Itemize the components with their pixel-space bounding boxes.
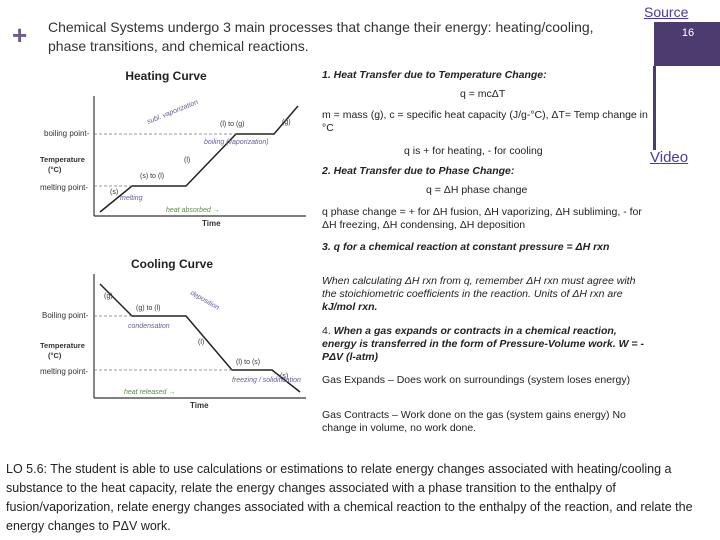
item1-title: 1. Heat Transfer due to Temperature Chan… (322, 69, 547, 81)
phase-label: (s) to (l) (140, 173, 164, 180)
slide-number-bar (654, 22, 720, 66)
phase-label: (l) (184, 157, 190, 164)
heating-curve-graph: Heating Curve boiling point- melting poi… (36, 66, 314, 234)
annotation-condensation: condensation (128, 323, 170, 330)
phase-label: (l) (198, 339, 204, 346)
annotation-deposition: deposition (189, 290, 220, 312)
phase-label: (l) to (g) (220, 121, 245, 128)
phase-label: (g) (104, 293, 113, 300)
cooling-curve-title: Cooling Curve (131, 257, 213, 271)
gas-contracts-text: Gas Contracts – Work done on the gas (sy… (322, 409, 626, 434)
svg-text:(°C): (°C) (48, 351, 62, 360)
item3-units: kJ/mol rxn. (322, 301, 378, 313)
accent-bar (653, 66, 656, 150)
item1-equation: q = mcΔT (460, 88, 506, 100)
annotation-heat-released: heat released → (124, 389, 175, 396)
heating-melting-label: melting point- (40, 183, 88, 192)
cooling-melting-label: melting point- (40, 367, 88, 376)
heating-ylabel: Temperature (40, 155, 85, 164)
annotation-heat-absorbed: heat absorbed → (166, 207, 220, 214)
slide-title: Chemical Systems undergo 3 main processe… (48, 19, 594, 54)
slide-number: 16 (681, 27, 695, 39)
cooling-boiling-label: Boiling point- (42, 311, 89, 320)
item1-definition: m = mass (g), c = specific heat capacity… (322, 109, 648, 134)
item3-text: When calculating ΔH rxn from q, remember… (322, 275, 636, 313)
cooling-curve-line (99, 283, 301, 393)
phase-label: (g) to (l) (136, 305, 161, 312)
heating-xlabel: Time (202, 219, 221, 228)
phase-label: (s) (280, 373, 288, 380)
item2-definition: q phase change = + for ΔH fusion, ΔH vap… (322, 206, 642, 231)
svg-text:(°C): (°C) (48, 165, 62, 174)
heating-curve-line (99, 105, 299, 213)
video-link[interactable]: Video (650, 149, 689, 166)
cooling-curve-graph: Cooling Curve Boiling point- melting poi… (36, 254, 314, 414)
item2-equation: q = ΔH phase change (426, 184, 528, 196)
heating-boiling-label: boiling point- (44, 129, 90, 138)
gas-expands-text: Gas Expands – Does work on surroundings … (322, 374, 631, 386)
item4: 4. When a gas expands or contracts in a … (322, 325, 644, 363)
item2-title: 2. Heat Transfer due to Phase Change: (322, 165, 515, 177)
source-link[interactable]: Source (644, 4, 689, 20)
phase-label: (l) to (s) (236, 359, 260, 366)
item3-title: 3. q for a chemical reaction at constant… (322, 241, 610, 253)
annotation-melting: melting (120, 195, 143, 202)
phase-label: (s) (110, 189, 118, 196)
annotation-sublimation: subl. vaporization (146, 99, 199, 126)
cooling-xlabel: Time (190, 401, 209, 410)
annotation-boiling: boiling (vaporization) (204, 139, 269, 146)
heating-curve-title: Heating Curve (125, 69, 207, 83)
plus-icon: + (12, 20, 28, 50)
cooling-ylabel: Temperature (40, 341, 85, 350)
phase-label: (g) (282, 119, 291, 126)
item1-sign: q is + for heating, - for cooling (404, 145, 543, 157)
annotation-freezing: freezing / solidification (232, 377, 301, 384)
learning-objective: LO 5.6: The student is able to use calcu… (6, 462, 693, 533)
